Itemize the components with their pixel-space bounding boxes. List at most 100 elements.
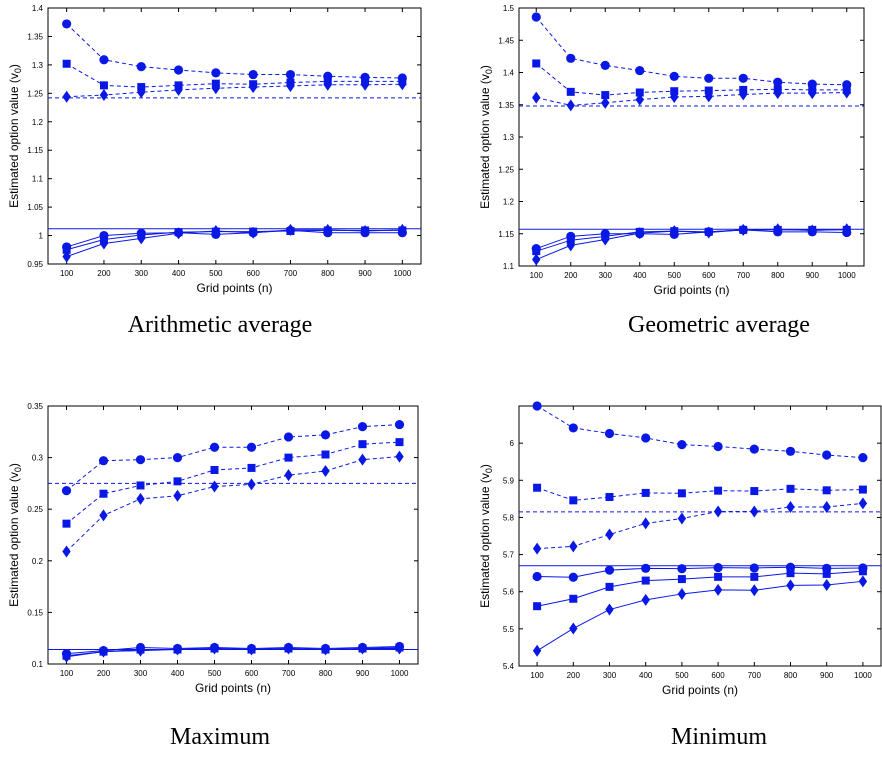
- data-point-diamond: [750, 584, 759, 597]
- series-line-circle-dashed: [66, 23, 403, 79]
- series-line-square-dashed: [66, 63, 403, 88]
- panel-caption: Maximum: [170, 724, 270, 750]
- y-tick-label: 1.4: [32, 4, 44, 13]
- data-point-square: [714, 572, 723, 581]
- data-point-diamond: [284, 469, 293, 482]
- data-point-diamond: [174, 83, 183, 96]
- data-point-diamond: [641, 517, 650, 530]
- data-point-circle: [532, 571, 542, 582]
- data-point-square: [641, 488, 650, 497]
- data-point-circle: [822, 450, 832, 460]
- data-point-diamond: [395, 450, 404, 463]
- y-tick-label: 5.8: [503, 513, 515, 522]
- series-line-circle-solid: [66, 645, 400, 655]
- data-point-diamond: [99, 509, 108, 522]
- data-point-square: [601, 91, 610, 100]
- data-point-square: [533, 483, 542, 492]
- data-point-diamond: [284, 642, 293, 655]
- series-line-circle-solid: [537, 566, 863, 578]
- panel-caption: Arithmetic average: [127, 312, 313, 338]
- data-point-circle: [211, 68, 221, 78]
- data-point-square: [247, 463, 256, 472]
- x-tick-label: 1000: [838, 271, 856, 280]
- data-point-circle: [713, 562, 723, 573]
- x-tick-label: 700: [748, 671, 762, 680]
- chart-panel-4: 5.4 5.5 5.6 5.7 5.8 5.9 6 100 200 300 400 500 600 700…: [478, 401, 882, 697]
- data-point-diamond: [210, 642, 219, 655]
- series-line-circle-dashed: [66, 424, 400, 492]
- data-point-diamond: [808, 224, 817, 237]
- data-point-diamond: [286, 223, 295, 236]
- data-point-circle: [749, 444, 759, 454]
- data-point-square: [605, 582, 614, 591]
- series-line-diamond-solid: [536, 228, 847, 261]
- x-tick-label: 600: [245, 669, 259, 678]
- data-point-square: [605, 493, 614, 501]
- data-point-square: [210, 465, 219, 474]
- data-point-diamond: [532, 91, 541, 104]
- data-point-square: [284, 453, 293, 462]
- y-tick-label: 1.5: [503, 4, 515, 13]
- x-axis-label: Grid points (n): [195, 681, 271, 695]
- y-tick-label: 0.95: [27, 260, 43, 269]
- series-line-circle-dashed: [536, 406, 863, 459]
- data-point-circle: [283, 432, 294, 442]
- y-tick-label: 1.25: [27, 89, 43, 98]
- x-tick-label: 100: [530, 671, 544, 680]
- y-tick-label: 0.35: [27, 402, 43, 411]
- data-point-square: [786, 484, 795, 493]
- data-point-circle: [641, 433, 651, 443]
- data-point-square: [533, 602, 542, 611]
- plot-frame: [47, 405, 419, 665]
- data-point-circle: [604, 565, 615, 575]
- series-line-diamond-dashed: [537, 502, 863, 550]
- y-tick-label: 1.35: [27, 32, 43, 41]
- data-point-square: [62, 245, 71, 254]
- x-tick-label: 800: [321, 269, 335, 278]
- data-point-diamond: [323, 78, 332, 91]
- x-tick-label: 800: [771, 271, 785, 280]
- data-point-diamond: [247, 643, 256, 656]
- y-tick-label: 1.35: [498, 101, 514, 110]
- data-point-diamond: [601, 96, 610, 109]
- data-point-square: [858, 567, 867, 576]
- data-point-diamond: [858, 497, 868, 510]
- data-point-diamond: [842, 223, 851, 236]
- data-point-diamond: [62, 90, 71, 103]
- data-point-diamond: [713, 505, 723, 518]
- x-tick-label: 400: [633, 271, 647, 280]
- data-point-square: [532, 59, 541, 68]
- data-point-diamond: [677, 587, 687, 600]
- data-point-diamond: [605, 603, 614, 616]
- data-point-square: [532, 247, 541, 256]
- data-point-diamond: [808, 87, 817, 100]
- data-point-square: [822, 569, 831, 578]
- data-point-diamond: [137, 232, 146, 245]
- x-tick-label: 200: [97, 669, 111, 678]
- data-point-square: [395, 438, 404, 447]
- data-point-circle: [98, 456, 109, 466]
- data-point-diamond: [773, 223, 782, 236]
- data-point-circle: [136, 61, 146, 72]
- series-line-diamond-solid: [66, 648, 400, 658]
- data-point-circle: [738, 73, 748, 83]
- data-point-circle: [785, 446, 796, 456]
- x-axis-label: Grid points (n): [653, 283, 729, 297]
- data-point-circle: [568, 423, 578, 433]
- data-point-diamond: [750, 505, 759, 518]
- series-line-square-dashed: [66, 441, 400, 525]
- data-point-diamond: [532, 542, 542, 555]
- x-tick-label: 600: [246, 269, 260, 278]
- data-point-square: [569, 594, 578, 603]
- data-point-square: [677, 489, 686, 498]
- y-axis-label: Estimated option value (v0): [7, 463, 23, 607]
- data-point-diamond: [635, 227, 644, 240]
- x-tick-label: 100: [60, 269, 74, 278]
- series-line-diamond-dashed: [536, 91, 847, 106]
- data-point-diamond: [99, 645, 108, 658]
- x-axis-label: Grid points (n): [662, 683, 738, 697]
- y-tick-label: 5.7: [503, 551, 515, 560]
- data-point-circle: [600, 60, 610, 71]
- x-tick-label: 700: [284, 269, 298, 278]
